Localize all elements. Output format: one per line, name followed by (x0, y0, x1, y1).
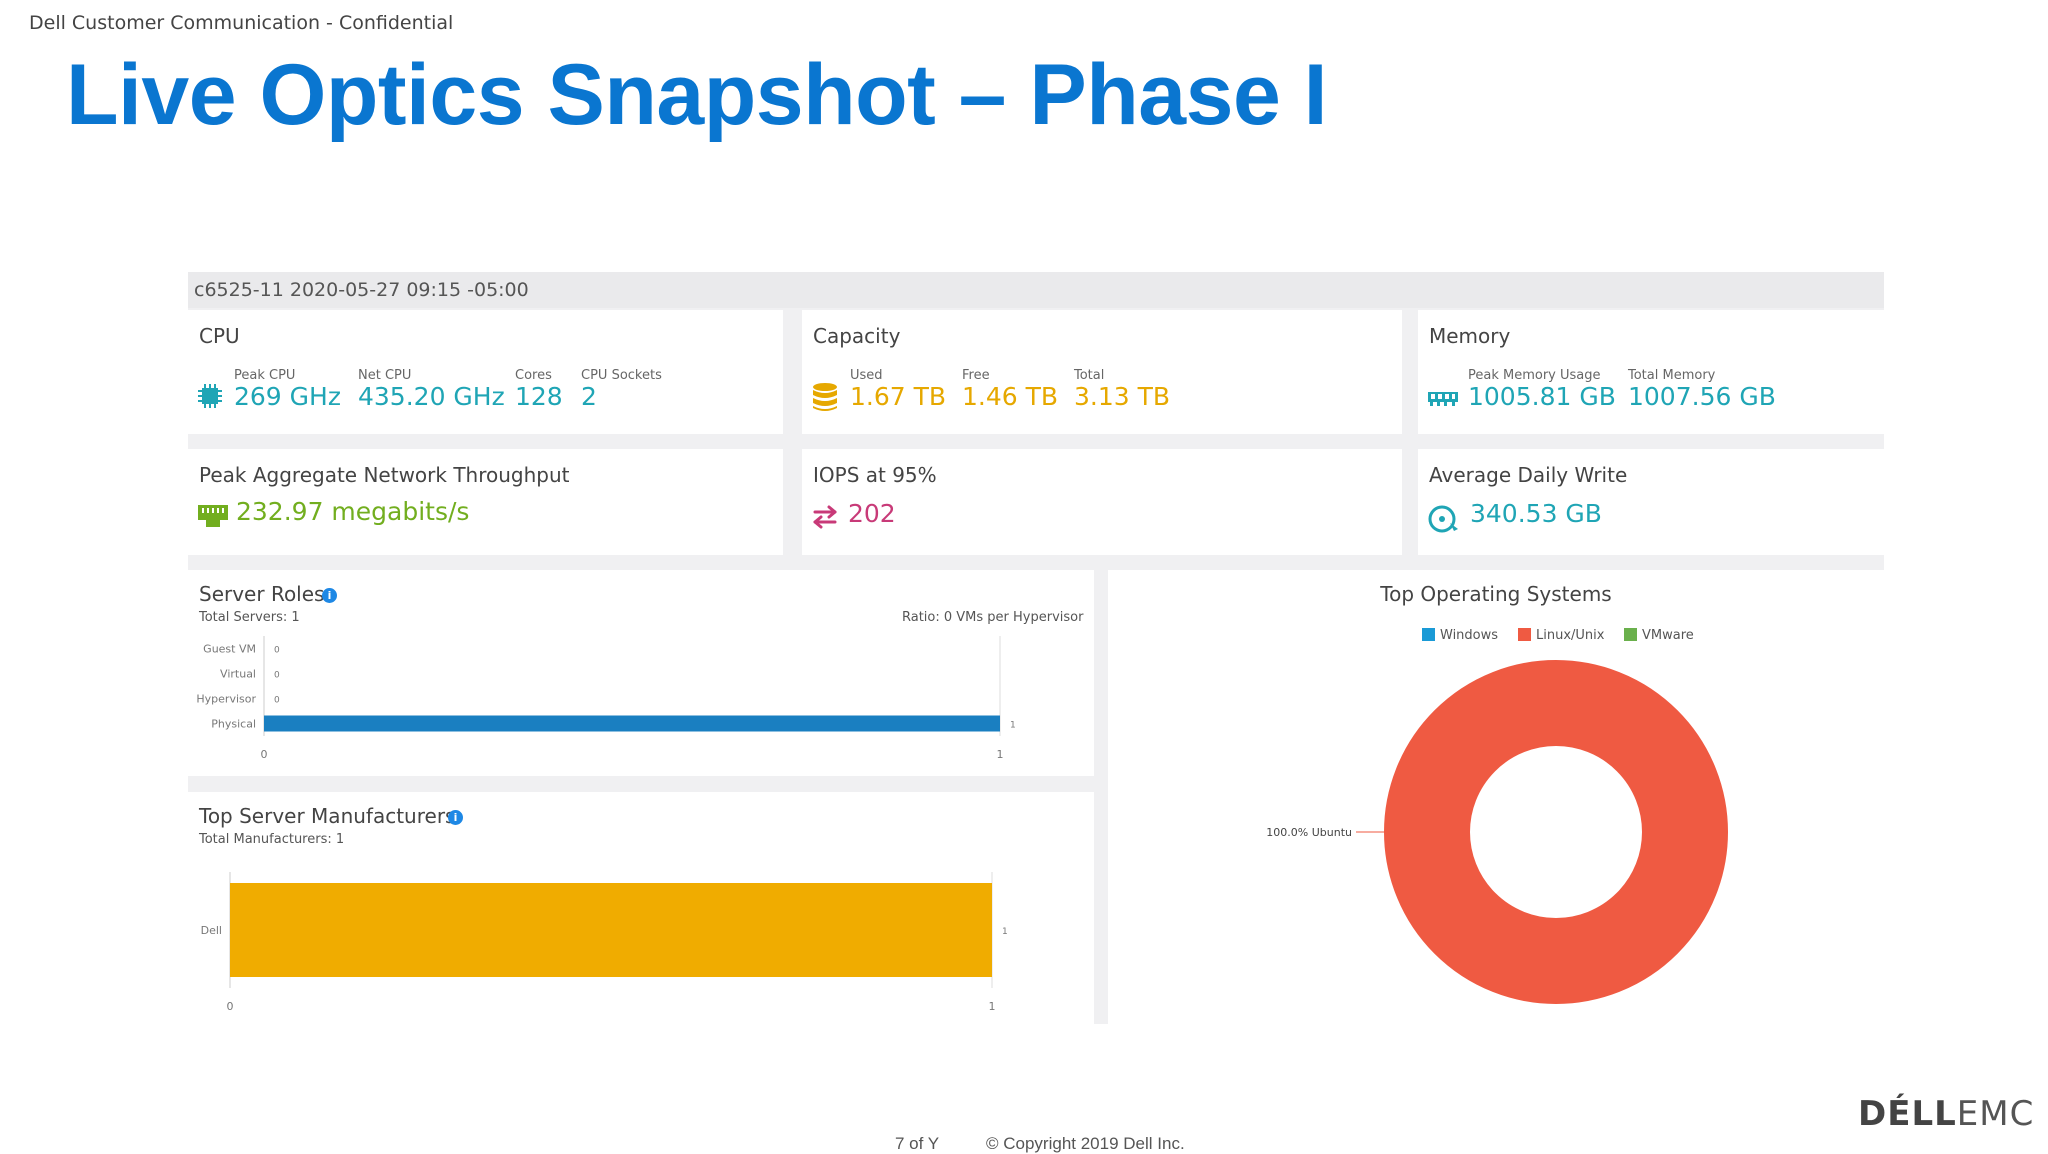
cpu-chip-icon (198, 384, 222, 408)
capacity-card: Capacity Used 1.67 TB Free 1.46 TB Total… (802, 310, 1402, 434)
logo-emc: EMC (1956, 1094, 2035, 1134)
roles-data-label: 0 (274, 646, 280, 656)
server-roles-title: Server Roles (199, 582, 325, 606)
network-throughput-value: 232.97 megabits/s (236, 497, 470, 526)
os-slice (1384, 660, 1728, 1004)
net-cpu-label: Net CPU (358, 368, 412, 383)
os-card: Top Operating Systems Windows Linux/Unix… (1108, 570, 1884, 1024)
legend-windows-label: Windows (1440, 628, 1499, 643)
memory-module-icon (1428, 392, 1458, 406)
peak-cpu-value: 269 GHz (234, 382, 341, 411)
roles-bar (264, 715, 1000, 732)
server-roles-chart: Guest VM 0 Virtual 0 Hypervisor 0 Physical 1 0 1 (196, 636, 1016, 760)
dell-emc-logo: DÉLLEMC (1858, 1094, 2034, 1134)
copyright: © Copyright 2019 Dell Inc. (986, 1134, 1185, 1153)
server-roles-info-icon[interactable]: i (322, 588, 337, 603)
legend-windows-swatch (1422, 628, 1435, 641)
os-slice-label: 100.0% Ubuntu (1266, 826, 1352, 839)
vm-ratio-label: Ratio: 0 VMs per Hypervisor (902, 610, 1084, 625)
mfr-tick-label: 0 (227, 1000, 234, 1013)
disk-write-icon (1428, 505, 1458, 533)
os-title: Top Operating Systems (1380, 582, 1612, 606)
iops-card: IOPS at 95% 202 (802, 449, 1402, 555)
legend-vmware[interactable]: VMware (1624, 628, 1694, 643)
database-icon (813, 383, 837, 411)
roles-tick-label: 0 (261, 748, 268, 760)
mfr-category-label: Dell (201, 924, 222, 937)
roles-category-label: Guest VM (203, 643, 256, 656)
mfr-bar (230, 883, 992, 977)
manufacturers-chart: Dell 1 0 1 (201, 872, 1008, 1013)
roles-category-label: Virtual (220, 668, 256, 681)
daily-write-card: Average Daily Write 340.53 GB (1418, 449, 1884, 555)
total-memory-label: Total Memory (1628, 368, 1716, 383)
memory-card: Memory Peak Memory Usage 1005.81 GB Tota… (1418, 310, 1884, 434)
daily-write-card-title: Average Daily Write (1429, 463, 1628, 487)
manufacturers-title: Top Server Manufacturers (199, 804, 456, 828)
cpu-sockets-value: 2 (581, 382, 597, 411)
network-port-icon (198, 505, 228, 527)
memory-card-title: Memory (1429, 324, 1511, 348)
daily-write-value: 340.53 GB (1470, 499, 1602, 528)
total-memory-value: 1007.56 GB (1628, 382, 1776, 411)
dashboard-header: c6525-11 2020-05-27 09:15 -05:00 (188, 272, 1884, 308)
cores-value: 128 (515, 382, 563, 411)
cpu-sockets-label: CPU Sockets (581, 368, 662, 383)
net-cpu-value: 435.20 GHz (358, 382, 505, 411)
logo-dell: DÉLL (1858, 1094, 1957, 1134)
used-label: Used (850, 368, 883, 383)
iops-value: 202 (848, 499, 896, 528)
manufacturers-card: Top Server Manufacturers i Total Manufac… (188, 792, 1094, 1024)
network-card: Peak Aggregate Network Throughput 232.97… (188, 449, 783, 555)
cores-label: Cores (515, 368, 552, 383)
total-capacity-value: 3.13 TB (1074, 382, 1171, 411)
page-number: 7 of Y (895, 1134, 940, 1153)
os-donut-chart: 100.0% Ubuntu (1266, 660, 1728, 1004)
manufacturers-info-icon[interactable]: i (448, 810, 463, 825)
legend-windows[interactable]: Windows (1422, 628, 1498, 643)
legend-vmware-label: VMware (1642, 628, 1694, 643)
total-servers-label: Total Servers: 1 (199, 610, 300, 625)
peak-memory-label: Peak Memory Usage (1468, 368, 1601, 383)
mfr-data-label: 1 (1002, 927, 1008, 937)
peak-cpu-label: Peak CPU (234, 368, 296, 383)
used-value: 1.67 TB (850, 382, 947, 411)
roles-category-label: Physical (211, 718, 256, 731)
free-value: 1.46 TB (962, 382, 1059, 411)
mfr-tick-label: 1 (989, 1000, 996, 1013)
network-card-title: Peak Aggregate Network Throughput (199, 463, 570, 487)
total-manufacturers-label: Total Manufacturers: 1 (199, 832, 345, 847)
roles-tick-label: 1 (997, 748, 1004, 760)
total-capacity-label: Total (1074, 368, 1105, 383)
legend-linux-swatch (1518, 628, 1531, 641)
capacity-card-title: Capacity (813, 324, 901, 348)
cpu-card-title: CPU (199, 324, 240, 348)
iops-card-title: IOPS at 95% (813, 463, 937, 487)
legend-vmware-swatch (1624, 628, 1637, 641)
roles-data-label: 0 (274, 696, 280, 706)
roles-data-label: 1 (1010, 721, 1016, 731)
legend-linux[interactable]: Linux/Unix (1518, 628, 1604, 643)
peak-memory-value: 1005.81 GB (1468, 382, 1616, 411)
transfer-arrows-icon (813, 505, 837, 529)
roles-data-label: 0 (274, 671, 280, 681)
roles-category-label: Hypervisor (196, 693, 256, 706)
confidential-label: Dell Customer Communication - Confidenti… (29, 12, 454, 34)
legend-linux-label: Linux/Unix (1536, 628, 1605, 643)
cpu-card: CPU Peak CPU 269 GHz Net CPU 435.20 GHz … (188, 310, 783, 434)
free-label: Free (962, 368, 990, 383)
slide-title: Live Optics Snapshot – Phase I (66, 47, 1328, 143)
server-roles-card: Server Roles i Total Servers: 1 Ratio: 0… (188, 570, 1094, 776)
